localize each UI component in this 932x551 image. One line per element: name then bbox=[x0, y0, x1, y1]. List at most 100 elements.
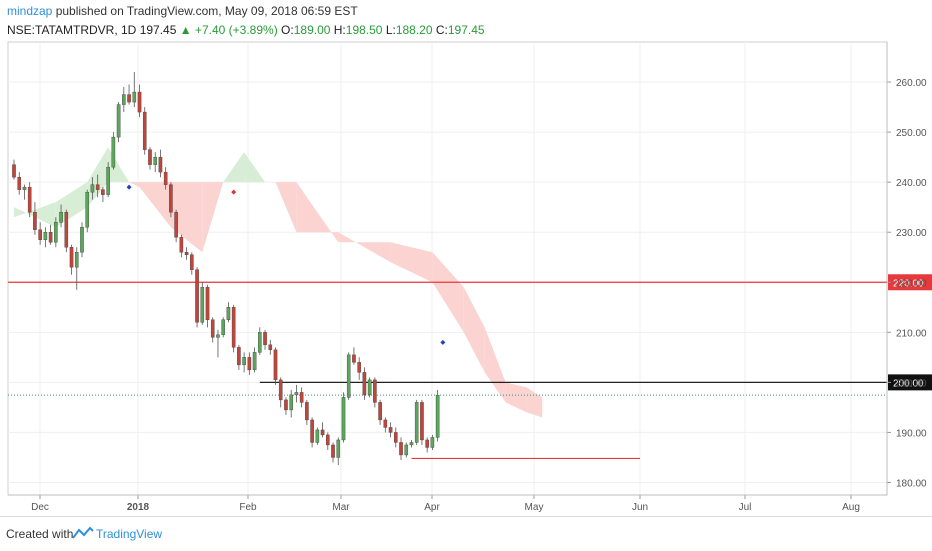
cloud-segment bbox=[463, 287, 485, 373]
candle-body bbox=[237, 347, 241, 366]
y-tick-label: 220.00 bbox=[896, 278, 927, 289]
created-with-text: Created with bbox=[6, 527, 74, 541]
candle-body bbox=[320, 429, 325, 436]
candle-body bbox=[430, 437, 435, 448]
plot-area bbox=[7, 41, 888, 496]
candle-body bbox=[210, 319, 215, 338]
candle-body bbox=[158, 156, 163, 173]
x-tick-label: Jun bbox=[632, 502, 648, 513]
close-label: C: bbox=[435, 23, 448, 37]
y-tick-label: 180.00 bbox=[896, 478, 927, 489]
cloud-segment bbox=[505, 382, 527, 413]
candle-body bbox=[341, 397, 346, 441]
last-price: 197.45 bbox=[139, 23, 177, 37]
candle-body bbox=[95, 184, 100, 190]
candle-body bbox=[378, 402, 382, 421]
candle-body bbox=[190, 254, 194, 270]
candle-body bbox=[64, 211, 69, 248]
candle-body bbox=[310, 419, 314, 443]
candle-body bbox=[80, 227, 84, 253]
cloud-segment bbox=[275, 182, 297, 233]
candle-body bbox=[278, 379, 283, 401]
chart-axes: 180.00 190.00 200.00 210.00 220.00 230.00 240.… bbox=[8, 42, 927, 513]
candle-body bbox=[169, 184, 173, 213]
candle-body bbox=[273, 349, 278, 381]
y-tick-label: 230.00 bbox=[896, 228, 927, 239]
published-text: published on TradingView.com, May 09, 20… bbox=[55, 4, 358, 18]
candle-body bbox=[231, 307, 236, 348]
candle-body bbox=[27, 186, 32, 213]
support-label: 200.00 bbox=[893, 378, 924, 389]
candle-body bbox=[299, 392, 304, 403]
x-tick-label: 2018 bbox=[127, 502, 150, 513]
up-arrow-icon: ▲ bbox=[179, 23, 192, 37]
candle-body bbox=[85, 191, 90, 228]
cloud-segment bbox=[338, 232, 391, 263]
candle-body bbox=[226, 307, 231, 321]
chart-grid bbox=[7, 41, 888, 496]
candle-body bbox=[388, 427, 393, 433]
low-value: 188.20 bbox=[395, 23, 433, 37]
candle-body bbox=[195, 269, 199, 323]
candlesticks bbox=[12, 72, 446, 465]
y-tick-label: 200.00 bbox=[896, 378, 927, 389]
candle-body bbox=[48, 232, 53, 243]
y-tick-label: 210.00 bbox=[896, 328, 927, 339]
candle-body bbox=[163, 171, 168, 185]
candle-body bbox=[184, 252, 189, 255]
candle-body bbox=[174, 211, 178, 238]
price-change: +7.40 (+3.89%) bbox=[194, 23, 278, 37]
candle-body bbox=[90, 184, 95, 193]
symbol-name: NSE:TATAMTRDVR, 1D bbox=[7, 23, 137, 37]
signal-marker bbox=[231, 189, 237, 195]
candle-body bbox=[289, 394, 293, 411]
candle-body bbox=[101, 189, 105, 195]
candle-body bbox=[148, 149, 152, 165]
resistance-label: 220.00 bbox=[893, 278, 924, 289]
candle-body bbox=[106, 166, 110, 195]
publish-info: mindzap published on TradingView.com, Ma… bbox=[7, 4, 358, 18]
author-name[interactable]: mindzap bbox=[7, 4, 53, 18]
cloud-segment bbox=[432, 252, 464, 333]
candle-body bbox=[420, 402, 424, 441]
candle-body bbox=[357, 362, 361, 373]
cloud-segment bbox=[296, 182, 339, 243]
cloud-segment bbox=[484, 327, 506, 403]
candle-body bbox=[12, 164, 16, 178]
candle-body bbox=[74, 252, 79, 268]
candle-body bbox=[59, 211, 63, 223]
tradingview-link[interactable]: TradingView bbox=[96, 527, 163, 541]
candle-body bbox=[367, 379, 372, 396]
candle-body bbox=[33, 211, 37, 230]
support-label-box bbox=[888, 374, 932, 391]
candle-body bbox=[409, 442, 414, 446]
candle-body bbox=[336, 439, 341, 458]
tradingview-logo-icon bbox=[72, 526, 94, 539]
candle-body bbox=[142, 111, 147, 150]
x-tick-label: May bbox=[525, 502, 544, 513]
cloud-segment bbox=[55, 182, 88, 228]
candle-body bbox=[305, 402, 309, 421]
candle-body bbox=[326, 434, 330, 446]
candle-body bbox=[153, 156, 158, 165]
candle-body bbox=[205, 287, 210, 321]
close-value: 197.45 bbox=[447, 23, 485, 37]
candle-body bbox=[393, 432, 398, 443]
candle-body bbox=[43, 232, 48, 240]
price-levels: 220.00 200.00 bbox=[8, 274, 932, 460]
candle-body bbox=[22, 186, 27, 190]
low-label: L: bbox=[385, 23, 396, 37]
candle-body bbox=[132, 91, 137, 103]
candle-body bbox=[242, 357, 246, 366]
candle-body bbox=[383, 419, 388, 428]
x-tick-label: Mar bbox=[332, 502, 350, 513]
candle-body bbox=[200, 287, 205, 323]
symbol-info: NSE:TATAMTRDVR, 1D 197.45 ▲ +7.40 (+3.89… bbox=[7, 23, 485, 37]
candle-body bbox=[179, 237, 184, 253]
candle-body bbox=[38, 229, 42, 240]
candle-body bbox=[221, 319, 226, 336]
candle-body bbox=[69, 247, 74, 268]
high-value: 198.50 bbox=[345, 23, 383, 37]
cloud-segment bbox=[139, 182, 171, 228]
